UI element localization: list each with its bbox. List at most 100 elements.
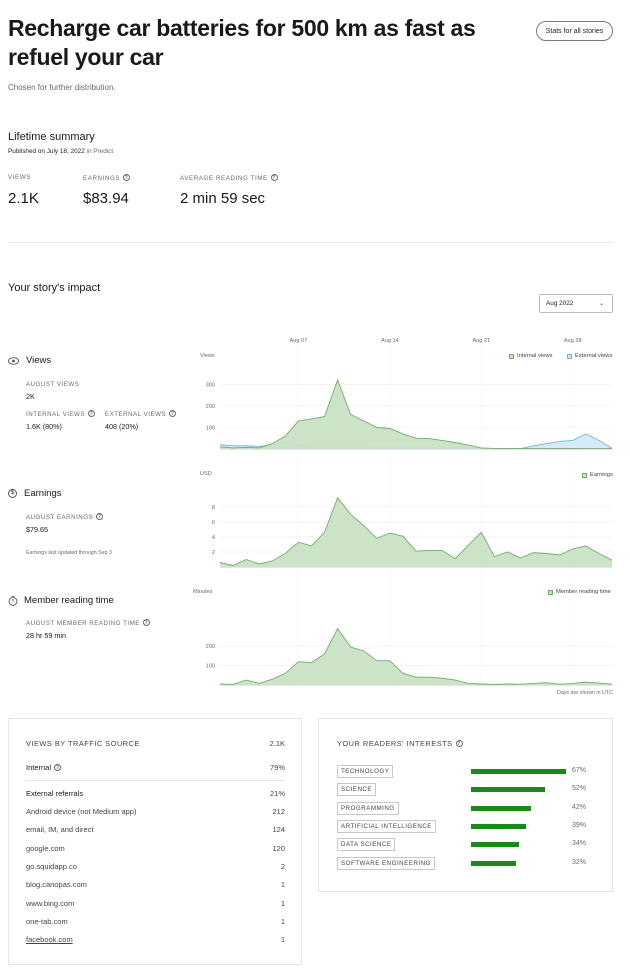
interest-tag[interactable]: DATA SCIENCE [337,838,396,852]
series-line-member-reading-time [219,627,613,685]
published-info: Published on July 18, 2022 in Predict [8,148,113,155]
external-views-label: EXTERNAL VIEWS? [105,410,177,418]
y-tick-label: 100 [206,425,215,431]
traffic-source-row: google.com 120 [26,844,285,853]
impact-charts: Aug 07 Aug 14 Aug 21 Aug 28 Views 300 200 100 US… [193,338,613,686]
traffic-source-total: 2.1K [269,739,285,748]
info-icon[interactable]: ? [96,513,104,520]
y-tick-label: 2 [212,550,215,556]
y-tick-label: 4 [212,535,215,541]
y-axis-title: USD [200,471,212,477]
traffic-source-row: go.squidapp.co 2 [26,862,285,871]
external-label: External referrals [26,789,84,798]
earnings-value: $83.94 [83,190,129,207]
traffic-source-label: go.squidapp.co [26,861,77,871]
august-views-label: AUGUST VIEWS [26,381,80,388]
info-icon[interactable]: ? [142,619,150,626]
traffic-source-label: google.com [26,843,65,853]
august-earnings-label: AUGUST EARNINGS? [26,513,104,521]
interest-tag[interactable]: ARTIFICIAL INTELLIGENCE [337,819,436,833]
impact-heading: Your story's impact [8,282,101,294]
y-axis-title: Views [200,353,215,359]
interest-tag[interactable]: SCIENCE [337,783,377,797]
views-metric-title: Views [8,355,51,366]
traffic-source-value: 120 [272,843,285,853]
traffic-source-row: facebook.com 1 [26,935,285,944]
interest-percent: 67% [572,767,587,774]
earnings-update-note: Earnings last updated through Sep 3 [26,550,112,556]
traffic-source-row: one-tab.com 1 [26,917,285,926]
clock-icon [8,595,18,606]
legend-internal-views: Internal views [509,353,552,359]
interest-tag[interactable]: TECHNOLOGY [337,765,394,778]
interest-bar [471,860,517,866]
internal-views-label: INTERNAL VIEWS? [26,410,96,418]
august-earnings-value: $79.65 [26,525,48,534]
august-views-value: 2K [26,392,35,401]
views-label: VIEWS [8,174,31,181]
traffic-source-label: www.bing.com [26,898,75,908]
traffic-source-row: Android device (not Medium app) 212 [26,807,285,816]
month-select-value: Aug 2022 [546,300,574,307]
reading-time-label: AVERAGE READING TIME? [180,174,278,182]
info-icon[interactable]: ? [88,410,96,417]
x-tick-label: Aug 07 [290,338,308,344]
views-value: 2.1K [8,190,39,207]
legend-member-reading-time: Member reading time [548,589,611,595]
interest-bar [471,769,567,774]
interests-title: YOUR READERS' INTERESTS? [337,739,463,748]
x-tick-label: Aug 14 [381,338,399,344]
lifetime-summary-heading: Lifetime summary [8,131,95,143]
interest-bar [471,842,520,848]
reading-time-value: 2 min 59 sec [180,190,266,207]
traffic-source-label[interactable]: facebook.com [26,935,73,945]
earnings-metric-title: $ Earnings [8,488,62,499]
interest-tag[interactable]: PROGRAMMING [337,801,399,815]
external-views-value: 408 (20%) [105,422,139,431]
eye-icon [8,356,19,365]
traffic-source-value: 124 [272,825,285,835]
traffic-source-value: 212 [272,807,285,816]
interest-bar [471,787,545,793]
info-icon[interactable]: ? [54,764,62,771]
divider [8,242,613,243]
info-icon[interactable]: ? [123,174,131,181]
traffic-source-value: 2 [280,861,285,871]
stats-for-all-stories-button[interactable]: Stats for all stories [536,21,613,41]
reader-interests-card: YOUR READERS' INTERESTS? TECHNOLOGY 67% SC… [318,718,613,892]
series-area-earnings [220,497,612,567]
y-tick-label: 6 [212,520,215,526]
legend-swatch [548,589,553,595]
y-axis-title: Minutes [193,589,213,595]
series-line-earnings [219,496,613,566]
month-select[interactable]: Aug 2022 ⌄ [539,294,613,313]
interest-bar [471,805,531,811]
external-row: External referrals 21% [26,789,285,798]
legend-external-views: External views [567,353,612,359]
legend-swatch [582,472,587,478]
info-icon[interactable]: ? [455,740,463,747]
interest-percent: 52% [572,785,587,793]
x-tick-label: Aug 28 [564,338,582,344]
legend-swatch [567,353,572,359]
info-icon[interactable]: ? [270,174,278,181]
y-tick-label: 100 [206,664,215,670]
traffic-source-row: blog.canopas.com 1 [26,880,285,889]
traffic-source-label: blog.canopas.com [26,880,87,890]
y-tick-label: 200 [206,644,215,650]
traffic-source-row: www.bing.com 1 [26,899,285,908]
interest-percent: 34% [572,840,587,848]
internal-views-value: 1.6K (80%) [26,422,62,431]
interest-percent: 42% [572,803,587,811]
traffic-source-label: one-tab.com [26,916,68,926]
info-icon[interactable]: ? [169,410,177,417]
distribution-status: Chosen for further distribution. [8,83,116,92]
traffic-source-card: VIEWS BY TRAFFIC SOURCE 2.1K Internal? 7… [8,718,302,965]
earnings-label: EARNINGS? [83,174,131,182]
internal-label-wrap: Internal? [26,763,62,772]
interest-tag[interactable]: SOFTWARE ENGINEERING [337,856,435,870]
traffic-source-header: VIEWS BY TRAFFIC SOURCE 2.1K [26,739,285,748]
publication-link[interactable]: in Predict [86,148,114,155]
published-date: Published on July 18, 2022 [8,148,85,155]
traffic-source-value: 1 [280,880,285,890]
